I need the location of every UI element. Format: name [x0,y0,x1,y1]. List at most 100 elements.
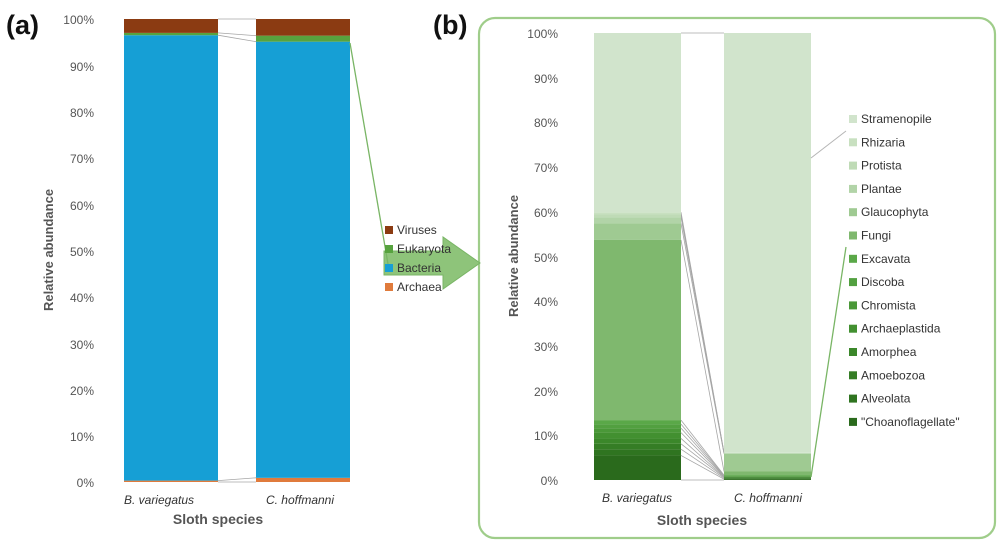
chart-a-legend-swatch [385,226,393,234]
chart-a-legend-label: Archaea [397,280,442,294]
chart-b-legend-swatch [849,115,857,123]
chart-b-legend-swatch [849,161,857,170]
chart-b-legend: Stramenopile Rhizaria Protista Plantae Glauc… [849,112,960,429]
chart-b-connector-line [680,438,725,478]
panel-a-label: (a) [6,10,39,40]
chart-a-y-axis: 0% 10% 20% 30% 40% 50% 60% 70% 80% 90% 1… [63,13,94,490]
chart-b-bar-segment-choanoflagellate [594,455,681,480]
chart-a-bar-segment-bacteria [256,41,350,478]
chart-b-ytick: 90% [534,72,558,86]
chart-a-bar-segment-eukaryota [124,32,218,36]
chart-b-bar-segment-amoebozoa [724,477,811,479]
chart-b-connectors [680,32,725,481]
chart-b-legend-label: Amorphea [861,345,917,359]
chart-b-legend-label: Stramenopile [861,112,932,126]
chart-a-ytick: 10% [70,430,94,444]
chart-b-bar-segment-protista [594,214,681,218]
chart-b-bar-segment-rhizaria [594,212,681,215]
chart-a-ylabel: Relative abundance [41,189,56,311]
chart-a-ytick: 0% [77,476,95,490]
chart-a-bar-segment-viruses [124,19,218,33]
chart-b-ytick: 50% [534,251,558,265]
chart-b-xlabel: Sloth species [657,512,747,528]
chart-b-ytick: 70% [534,161,558,175]
chart-a-ytick: 20% [70,384,94,398]
chart-b-bar-segment-alveolata [594,449,681,456]
chart-b-bar-segment-archaeplastida [594,432,681,439]
chart-b-legend-swatch [849,417,857,426]
chart-b-legend-swatch [849,208,857,217]
chart-b-connector-line [680,423,725,476]
eukaryota-callout-line [349,42,389,265]
chart-b-legend-swatch [849,394,857,403]
chart-a-ytick: 90% [70,60,94,74]
chart-b-legend-label: Archaeplastida [861,322,941,336]
stramenopile-callout-line [810,130,847,159]
chart-b-legend-swatch [849,348,857,356]
chart-a-bars [124,19,350,482]
chart-b-legend-label: Discoba [861,275,905,289]
chart-b-ytick: 100% [527,27,558,41]
chart-a-bar-segment-bacteria [124,35,218,481]
chart-b-legend-label: Alveolata [861,392,911,406]
chart-b-legend-label: Plantae [861,182,902,196]
chart-b-bar-segment-amoebozoa [594,443,681,450]
chart-b-legend-label: Amoebozoa [861,368,925,382]
callout-lines [349,42,847,478]
chart-a-legend: Viruses Eukaryota Bacteria Archaea [385,223,451,294]
chart-a-connector-line [217,34,257,43]
chart-a-bar-segment-archaea [256,477,350,482]
chart-b-legend-swatch [849,184,857,193]
chart-a-connector-line [217,32,257,37]
chart-a-legend-swatch [385,283,393,291]
chart-b-ytick: 30% [534,340,558,354]
chart-a-ytick: 70% [70,152,94,166]
arrow-a-to-b [383,236,481,290]
chart-b-connector-line [680,443,725,478]
chart-b-bar-segment-choanoflagellate [724,479,811,480]
chart-b-bar-segment-fungi [594,239,681,421]
chart-b-bar-segment-fungi [724,471,811,476]
chart-b-legend-swatch [849,254,857,263]
chart-b-bar-segment-chromista [594,428,681,433]
chart-a-ytick: 80% [70,106,94,120]
chart-b-bar-segment-amorphea [594,438,681,444]
chart-b-xtick: C. hoffmanni [734,491,802,505]
chart-b-bar-segment-glaucophyta [724,453,811,472]
chart-a-legend-swatch [385,245,393,253]
panel-b-label: (b) [433,10,467,40]
chart-a-ytick: 40% [70,291,94,305]
chart-b-connector-line [680,239,725,472]
fungi-callout-line [810,246,847,478]
chart-b-ytick: 0% [541,474,559,488]
chart-b-legend-label: Protista [861,159,902,173]
panel-b-frame [477,16,997,540]
chart-b-legend-swatch [849,278,857,287]
chart-b-ytick: 60% [534,206,558,220]
chart-b-legend-swatch [849,324,857,333]
chart-a-connector-line [217,477,257,482]
chart-b-bars [594,33,811,480]
chart-b-legend-swatch [849,301,857,310]
chart-b-legend-label: Rhizaria [861,135,905,149]
chart-a-bar-segment-archaea [124,480,218,482]
chart-b-bar-segment-glaucophyta [594,223,681,240]
chart-b-ytick: 40% [534,295,558,309]
chart-a-connectors [217,18,257,483]
chart-a-legend-swatch [385,264,393,272]
chart-b-ytick: 10% [534,429,558,443]
chart-b-connector-line [680,212,725,453]
chart-b-ylabel: Relative abundance [506,195,521,317]
chart-a-xtick: B. variegatus [124,493,194,507]
chart-a-legend-label: Eukaryota [397,242,451,256]
chart-a-legend-label: Viruses [397,223,437,237]
chart-b-legend-label: Glaucophyta [861,205,929,219]
chart-b-ytick: 80% [534,116,558,130]
chart-b-bar-segment-excavata [594,420,681,425]
chart-a-xtick: C. hoffmanni [266,493,334,507]
chart-b-bar-segment-stramenopile [594,33,681,213]
chart-b-connector-line [680,455,725,480]
chart-b-bar-segment-alveolata [724,478,811,480]
chart-a-bar-segment-viruses [256,19,350,36]
